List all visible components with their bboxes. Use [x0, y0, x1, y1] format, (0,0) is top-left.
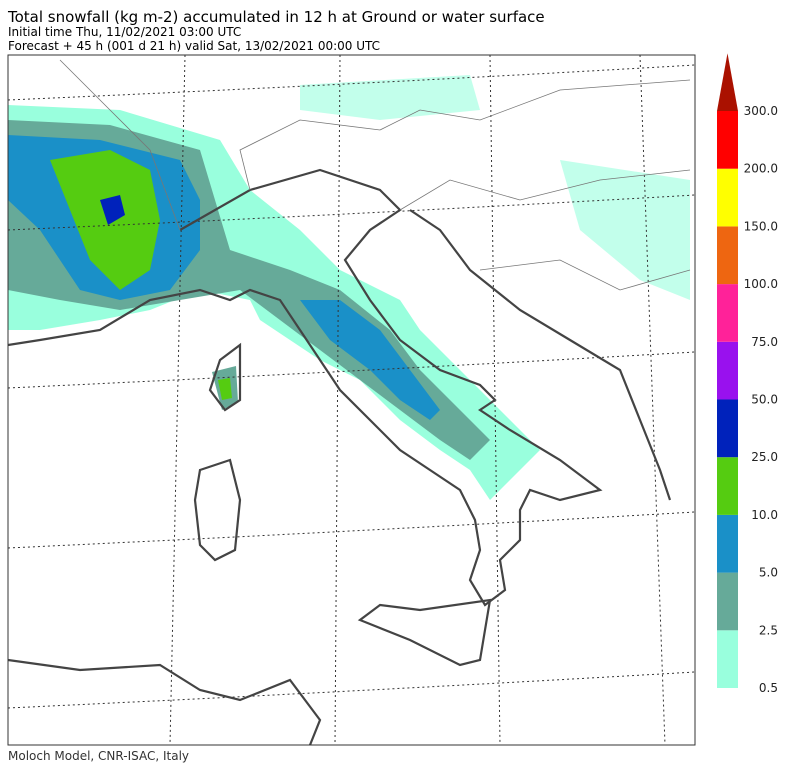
colorbar-segment [717, 284, 738, 342]
colorbar-arrow [717, 53, 738, 111]
colorbar-label: 100.0 [744, 277, 778, 291]
colorbar-label: 0.5 [759, 681, 778, 695]
footer: Moloch Model, CNR-ISAC, Italy [8, 749, 189, 763]
colorbar-label: 50.0 [751, 393, 778, 407]
forecast: Forecast + 45 h (001 d 21 h) valid Sat, … [8, 39, 380, 53]
map [7, 54, 696, 746]
initial-time: Initial time Thu, 11/02/2021 03:00 UTC [8, 25, 241, 39]
borders [59, 59, 691, 291]
colorbar-segment [717, 514, 738, 573]
colorbar-segment [717, 572, 738, 631]
colorbar-label: 200.0 [744, 162, 778, 176]
colorbar-segment [717, 226, 738, 285]
colorbar-label: 75.0 [751, 335, 778, 349]
colorbar-segment [717, 168, 738, 227]
colorbar-segment [717, 111, 738, 169]
colorbar-label: 300.0 [744, 104, 778, 118]
colorbar-segment [717, 399, 738, 458]
colorbar-segment [717, 341, 738, 400]
colorbar-label: 5.0 [759, 566, 778, 580]
colorbar-label: 150.0 [744, 219, 778, 233]
colorbar-segment [717, 630, 738, 688]
colorbar: 0.5 2.5 5.0 10.0 25.0 50.0 75.0 100.0 150.0 200.0… [717, 53, 778, 695]
coastlines [8, 168, 672, 745]
colorbar-label: 10.0 [751, 508, 778, 522]
title: Total snowfall (kg m-2) accumulated in 1… [7, 8, 545, 26]
colorbar-label: 25.0 [751, 450, 778, 464]
colorbar-segment [717, 457, 738, 515]
colorbar-label: 2.5 [759, 623, 778, 637]
